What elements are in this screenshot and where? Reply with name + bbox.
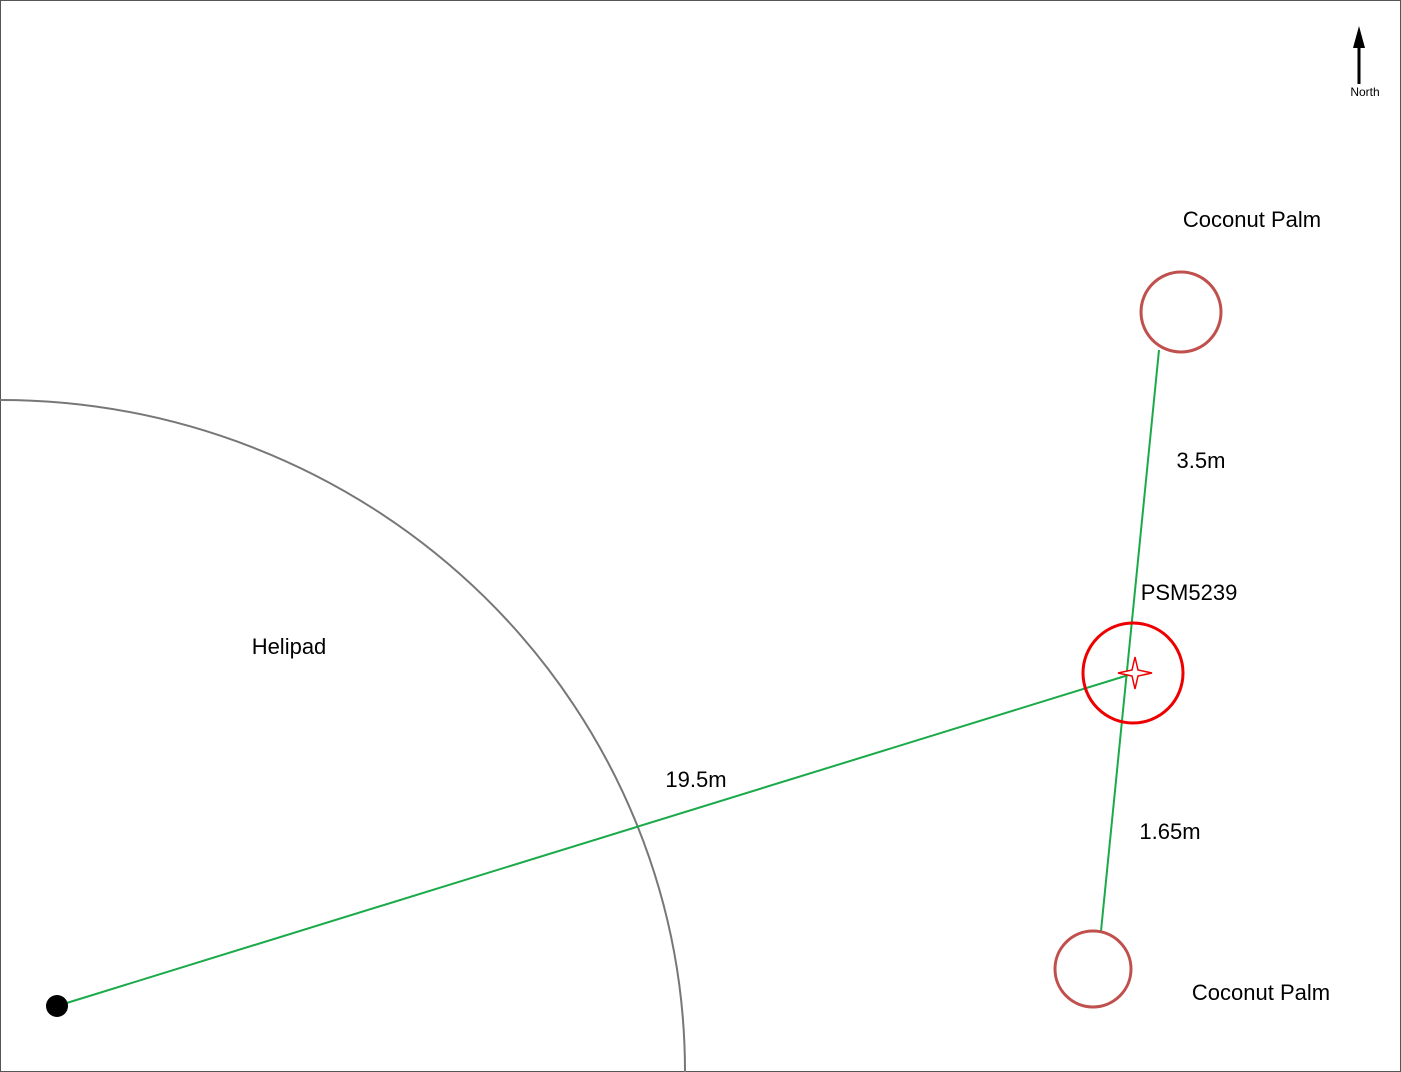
helipad-label: Helipad — [252, 634, 327, 659]
distance-label: 1.65m — [1139, 819, 1200, 844]
tree-label: Coconut Palm — [1183, 207, 1321, 232]
north-arrow-head — [1353, 26, 1365, 48]
tree-marker — [1053, 929, 1133, 1009]
asset-marker — [1081, 621, 1185, 725]
north-label: North — [1350, 85, 1379, 99]
distance-label: 19.5m — [665, 767, 726, 792]
distance-line — [56, 672, 1136, 1007]
helipad-boundary — [0, 399, 686, 1072]
tree-marker — [1139, 270, 1223, 354]
distance-label: 3.5m — [1177, 448, 1226, 473]
reference-point — [46, 995, 68, 1017]
distance-line — [1100, 349, 1160, 932]
asset-star — [1117, 656, 1153, 690]
tree-label: Coconut Palm — [1192, 980, 1330, 1005]
asset-label: PSM5239 — [1141, 580, 1238, 605]
